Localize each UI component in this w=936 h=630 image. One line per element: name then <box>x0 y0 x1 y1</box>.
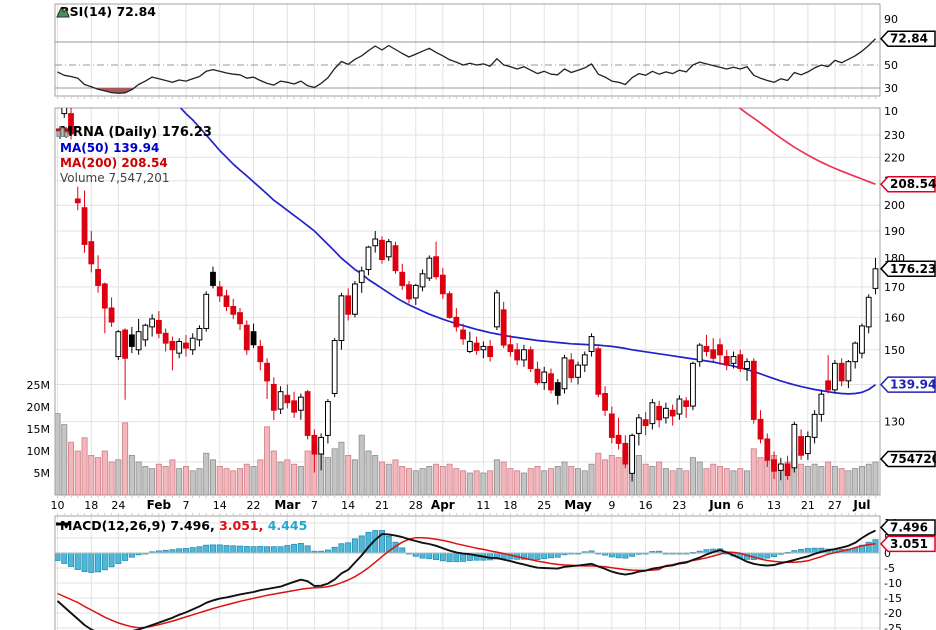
svg-text:15M: 15M <box>27 423 51 436</box>
svg-text:-10: -10 <box>884 577 902 590</box>
rsi-label: RSI(14) 72.84 <box>60 4 156 19</box>
svg-text:25M: 25M <box>27 379 51 392</box>
svg-text:754720: 754720 <box>890 452 936 466</box>
macd-legend: MACD(12,26,9) 7.496, 3.051, 4.445 <box>56 518 308 533</box>
svg-text:24: 24 <box>111 499 125 512</box>
svg-text:-20: -20 <box>884 607 902 620</box>
svg-text:50: 50 <box>884 59 898 72</box>
svg-text:Jul: Jul <box>852 498 870 512</box>
ma200-label: MA(200) 208.54 <box>60 156 168 170</box>
svg-text:14: 14 <box>341 499 355 512</box>
svg-text:0: 0 <box>884 547 891 560</box>
svg-text:Mar: Mar <box>274 498 300 512</box>
svg-text:90: 90 <box>884 13 898 26</box>
svg-text:72.84: 72.84 <box>890 32 928 46</box>
svg-text:14: 14 <box>213 499 227 512</box>
svg-text:10: 10 <box>884 105 898 118</box>
svg-text:23: 23 <box>672 499 686 512</box>
svg-text:20M: 20M <box>27 401 51 414</box>
macd-signal-label: 3.051, <box>219 518 264 533</box>
svg-text:150: 150 <box>884 344 905 357</box>
svg-text:Jun: Jun <box>708 498 731 512</box>
svg-text:28: 28 <box>409 499 423 512</box>
svg-text:10M: 10M <box>27 445 51 458</box>
symbol-label: MRNA (Daily) 176.23 <box>60 125 212 140</box>
svg-text:13: 13 <box>767 499 781 512</box>
svg-text:21: 21 <box>801 499 815 512</box>
svg-text:7.496: 7.496 <box>890 521 928 535</box>
price-legend: MRNA (Daily) 176.23 MA(50) 139.94 MA(200… <box>56 126 212 187</box>
svg-text:21: 21 <box>375 499 389 512</box>
svg-text:5M: 5M <box>34 467 51 480</box>
svg-text:139.94: 139.94 <box>890 378 936 392</box>
svg-text:May: May <box>564 498 592 512</box>
svg-text:230: 230 <box>884 129 905 142</box>
svg-text:11: 11 <box>476 499 490 512</box>
svg-text:Feb: Feb <box>147 498 172 512</box>
macd-hist-label: 4.445 <box>267 518 308 533</box>
svg-text:160: 160 <box>884 311 905 324</box>
svg-text:130: 130 <box>884 416 905 429</box>
svg-text:22: 22 <box>247 499 261 512</box>
svg-text:6: 6 <box>737 499 744 512</box>
svg-text:200: 200 <box>884 199 905 212</box>
svg-text:18: 18 <box>84 499 98 512</box>
ma50-label: MA(50) 139.94 <box>60 141 160 155</box>
svg-text:30: 30 <box>884 82 898 95</box>
svg-text:190: 190 <box>884 225 905 238</box>
rsi-legend: RSI(14) 72.84 <box>56 4 156 19</box>
svg-text:-15: -15 <box>884 592 902 605</box>
svg-text:3.051: 3.051 <box>890 537 928 551</box>
svg-text:16: 16 <box>639 499 653 512</box>
svg-text:220: 220 <box>884 151 905 164</box>
macd-label: MACD(12,26,9) 7.496, <box>60 518 215 533</box>
svg-text:18: 18 <box>503 499 517 512</box>
svg-text:170: 170 <box>884 281 905 294</box>
svg-text:176.23: 176.23 <box>890 262 936 276</box>
svg-text:-5: -5 <box>884 562 895 575</box>
svg-text:25: 25 <box>537 499 551 512</box>
svg-text:Apr: Apr <box>431 498 455 512</box>
svg-text:10: 10 <box>51 499 65 512</box>
svg-text:7: 7 <box>311 499 318 512</box>
svg-text:208.54: 208.54 <box>890 177 936 191</box>
svg-text:9: 9 <box>608 499 615 512</box>
volume-label: Volume 7,547,201 <box>60 171 170 185</box>
svg-text:27: 27 <box>828 499 842 512</box>
svg-text:7: 7 <box>182 499 189 512</box>
svg-text:-25: -25 <box>884 622 902 630</box>
